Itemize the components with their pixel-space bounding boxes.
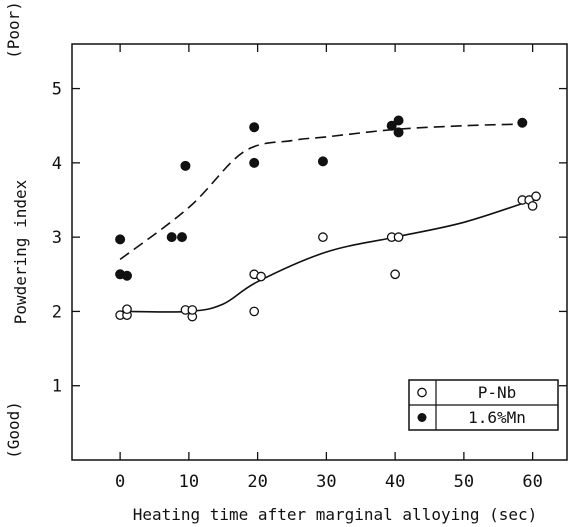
y-tick-label: 2 <box>52 302 62 322</box>
data-point-p-nb <box>393 232 404 242</box>
data-point-p-nb <box>187 305 198 315</box>
data-point-1-6-mn <box>249 122 260 133</box>
legend: P-Nb 1.6%Mn <box>408 379 559 431</box>
x-axis-label: Heating time after marginal alloying (se… <box>133 505 538 524</box>
x-tick-label: 50 <box>454 472 474 492</box>
legend-marker-p-nb <box>417 387 427 398</box>
x-tick-label: 20 <box>247 472 267 492</box>
plot-frame <box>71 43 568 461</box>
data-point-1-6-mn <box>166 232 177 243</box>
data-point-p-nb <box>256 271 266 282</box>
y-axis-label: Powdering index <box>11 179 30 324</box>
data-point-p-nb <box>122 304 132 315</box>
y-tick-label: 1 <box>52 377 62 397</box>
data-point-1-6-mn <box>517 117 528 128</box>
fit-curve-p-nb <box>120 199 533 313</box>
data-point-1-6-mn <box>249 157 260 168</box>
y-tick-label: 3 <box>52 228 62 248</box>
data-point-1-6-mn <box>122 270 133 281</box>
y-bottom-note: (Good) <box>4 401 23 459</box>
data-point-p-nb <box>249 306 260 317</box>
x-tick-label: 0 <box>115 472 125 492</box>
y-tick-label: 5 <box>52 80 62 100</box>
x-tick-label: 40 <box>385 472 405 492</box>
legend-label-1-6mn: 1.6%Mn <box>468 408 526 427</box>
legend-label-p-nb: P-Nb <box>478 383 517 402</box>
x-tick-label: 10 <box>179 472 199 492</box>
data-point-1-6-mn <box>393 115 404 126</box>
fit-curve-1-6-mn <box>119 123 519 261</box>
data-point-1-6-mn <box>317 156 328 167</box>
y-top-note: (Poor) <box>4 1 23 59</box>
y-tick-label: 4 <box>52 154 62 174</box>
data-points <box>115 115 541 322</box>
data-point-1-6-mn <box>180 160 191 171</box>
x-tick-label: 60 <box>522 472 542 492</box>
data-point-p-nb <box>531 191 541 202</box>
data-point-p-nb <box>318 232 328 242</box>
legend-marker-1-6mn <box>417 413 427 422</box>
x-tick-label: 30 <box>316 472 336 492</box>
fit-curves <box>119 123 533 313</box>
x-ticks: 0 10 20 30 40 50 60 <box>115 44 543 492</box>
data-point-p-nb <box>390 269 400 280</box>
y-ticks: 1 2 3 4 5 <box>52 80 567 397</box>
data-point-p-nb <box>527 201 538 211</box>
data-point-1-6-mn <box>393 127 404 138</box>
data-point-1-6-mn <box>386 120 397 131</box>
data-point-1-6-mn <box>176 232 187 243</box>
data-point-1-6-mn <box>115 234 126 245</box>
